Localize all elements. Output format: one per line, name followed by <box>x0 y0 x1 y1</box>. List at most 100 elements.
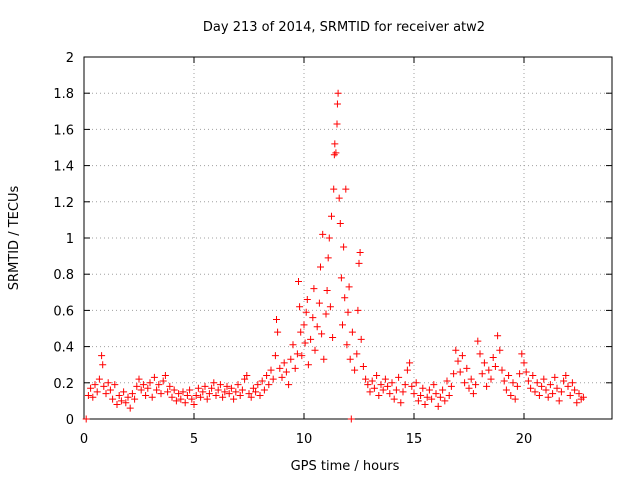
data-point <box>511 395 519 403</box>
data-point <box>412 379 420 387</box>
x-tick-label: 0 <box>80 432 88 447</box>
data-point <box>463 364 471 372</box>
data-point <box>529 372 537 380</box>
data-point <box>472 381 480 389</box>
data-point <box>188 395 196 403</box>
data-point <box>159 377 167 385</box>
data-point <box>256 391 264 399</box>
data-point <box>164 388 172 396</box>
data-point <box>439 386 447 394</box>
data-point <box>297 328 305 336</box>
data-point <box>300 321 308 329</box>
data-point <box>333 120 341 128</box>
data-point <box>331 140 339 148</box>
y-tick-label: 1.2 <box>53 196 74 211</box>
data-point <box>120 388 128 396</box>
data-point <box>348 328 356 336</box>
data-point <box>102 390 110 398</box>
data-point <box>258 377 266 385</box>
data-point <box>340 243 348 251</box>
data-point <box>135 375 143 383</box>
data-point <box>351 366 359 374</box>
data-point <box>355 259 363 267</box>
data-point <box>318 330 326 338</box>
data-point <box>403 366 411 374</box>
data-point <box>216 381 224 389</box>
y-tick-label: 0.2 <box>53 377 74 392</box>
data-point <box>564 382 572 390</box>
data-point <box>320 355 328 363</box>
data-point <box>461 379 469 387</box>
data-point <box>518 350 526 358</box>
data-point <box>354 306 362 314</box>
data-point <box>115 391 123 399</box>
data-point <box>334 89 342 97</box>
y-tick-label: 2 <box>66 51 74 66</box>
data-point <box>509 379 517 387</box>
data-point <box>538 382 546 390</box>
data-point <box>311 346 319 354</box>
data-point <box>562 372 570 380</box>
y-axis-label: SRMTID / TECUs <box>7 186 22 291</box>
x-tick-label: 5 <box>190 432 198 447</box>
data-point <box>91 381 99 389</box>
data-point <box>494 332 502 340</box>
data-point <box>447 382 455 390</box>
data-point <box>326 303 334 311</box>
data-point <box>99 361 107 369</box>
data-point <box>399 388 407 396</box>
data-point <box>289 341 297 349</box>
data-point <box>153 386 161 394</box>
data-point <box>390 395 398 403</box>
data-point <box>295 277 302 285</box>
data-point <box>221 388 229 396</box>
data-point <box>485 366 493 374</box>
data-point <box>100 382 108 390</box>
data-point <box>243 372 251 380</box>
data-point <box>260 386 268 394</box>
data-point <box>205 390 213 398</box>
data-point <box>356 248 364 256</box>
data-point <box>476 350 484 358</box>
data-point <box>551 373 559 381</box>
data-point <box>557 388 565 396</box>
data-point <box>498 366 506 374</box>
data-point <box>139 381 147 389</box>
data-point <box>516 370 524 378</box>
data-point <box>465 384 473 392</box>
data-point <box>95 375 103 383</box>
data-point <box>487 375 495 383</box>
data-point <box>177 395 185 403</box>
data-point <box>469 390 477 398</box>
data-point <box>124 393 132 401</box>
data-point <box>522 368 530 376</box>
data-point <box>483 382 491 390</box>
data-point <box>230 395 238 403</box>
data-point <box>199 388 207 396</box>
y-tick-label: 0.4 <box>53 341 74 356</box>
data-point <box>161 372 169 380</box>
data-point <box>419 384 427 392</box>
data-point <box>84 391 92 399</box>
y-tick-label: 1.6 <box>53 123 74 138</box>
data-point <box>336 220 344 228</box>
data-point <box>566 391 574 399</box>
data-point <box>89 393 97 401</box>
data-point <box>370 384 378 392</box>
data-point <box>223 382 231 390</box>
data-point <box>287 355 295 363</box>
data-point <box>555 397 563 405</box>
data-point <box>540 375 548 383</box>
data-point <box>505 372 513 380</box>
data-point <box>155 381 163 389</box>
data-point <box>357 335 365 343</box>
data-point <box>330 185 338 193</box>
data-point <box>293 350 301 358</box>
data-point <box>249 384 257 392</box>
data-point <box>280 359 288 367</box>
data-point <box>144 384 152 392</box>
data-point <box>186 386 194 394</box>
data-point <box>542 386 550 394</box>
data-point <box>397 399 405 407</box>
data-point <box>345 283 353 291</box>
